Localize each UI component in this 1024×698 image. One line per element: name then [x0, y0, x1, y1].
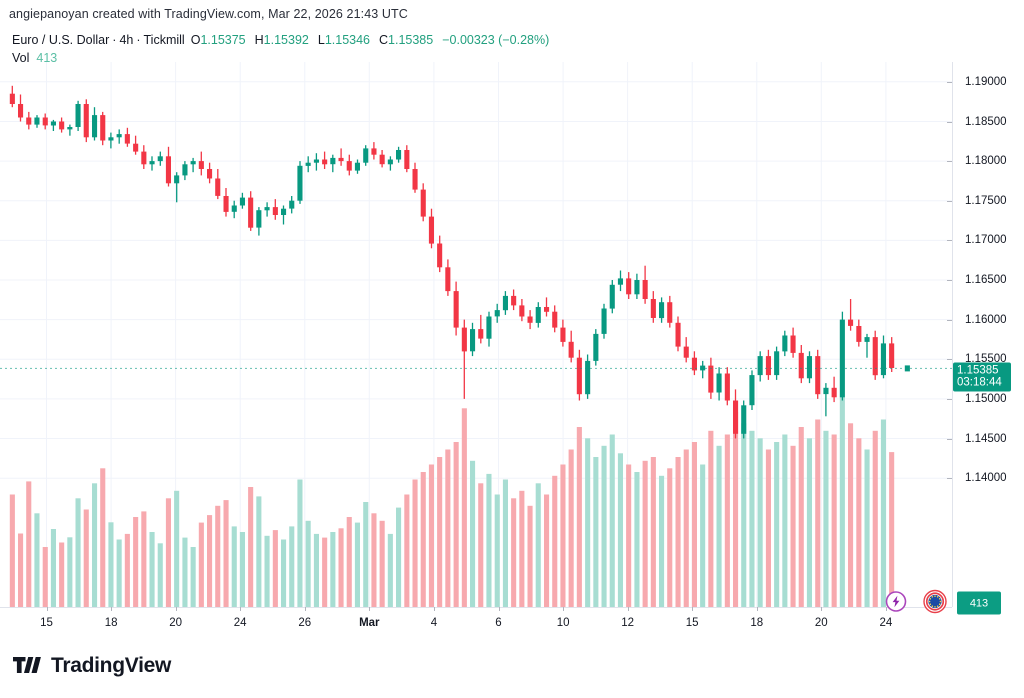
ohlc-close-key: C	[379, 33, 389, 47]
ohlc-close: C1.15385	[379, 32, 433, 49]
interval-label[interactable]: 4h	[119, 33, 134, 47]
ohlc-open-key: O	[190, 33, 201, 47]
price-tick	[947, 200, 952, 202]
time-tick	[175, 607, 177, 611]
current-price-value: 1.15385	[957, 364, 999, 377]
ohlc-group: O1.15375 H1.15392 L1.15346 C1.15385 −0.0…	[191, 32, 550, 49]
exchange-label[interactable]: Tickmill	[143, 33, 185, 47]
time-tick	[627, 607, 629, 611]
time-axis-label: 15	[685, 617, 699, 629]
time-axis-label: 6	[495, 617, 502, 629]
ohlc-high: H1.15392	[255, 32, 309, 49]
price-tick	[947, 359, 952, 361]
price-tick	[947, 438, 952, 440]
time-tick	[498, 607, 500, 611]
time-tick	[821, 607, 823, 611]
time-tick	[46, 607, 48, 611]
time-axis-label: 18	[104, 617, 118, 629]
lightning-bolt-icon[interactable]	[885, 591, 907, 618]
time-tick	[756, 607, 758, 611]
price-tick	[947, 319, 952, 321]
price-axis-label: 1.18000	[965, 155, 1007, 168]
bar-countdown: 03:18:44	[957, 376, 1002, 389]
ohlc-low: L1.15346	[318, 32, 370, 49]
time-tick	[304, 607, 306, 611]
time-axis-label: 15	[40, 617, 53, 629]
time-axis-label: 26	[298, 617, 312, 629]
ohlc-high-value: 1.15392	[263, 33, 309, 47]
time-axis-label: 24	[233, 617, 247, 629]
price-tick	[947, 161, 952, 163]
time-axis-label: 10	[556, 617, 570, 629]
ohlc-high-key: H	[254, 33, 264, 47]
chart-legend: Euro / U.S. Dollar · 4h · Tickmill O1.15…	[12, 32, 549, 67]
time-axis-label: Mar	[359, 617, 380, 629]
time-axis-label: 4	[430, 617, 438, 629]
time-tick	[111, 607, 113, 611]
ohlc-open: O1.15375	[191, 32, 246, 49]
eu-flag-icon[interactable]	[923, 589, 947, 619]
price-axis-label: 1.17000	[965, 234, 1007, 247]
watermark-attribution: angiepanoyan created with TradingView.co…	[9, 7, 408, 21]
price-axis-label: 1.15500	[965, 353, 1007, 366]
price-axis-label: 1.19000	[965, 75, 1007, 88]
volume-axis-badge[interactable]: 413	[957, 591, 1001, 615]
time-tick	[433, 607, 435, 611]
price-tick	[947, 121, 952, 123]
chart-gridlines	[0, 62, 952, 607]
symbol-title[interactable]: Euro / U.S. Dollar	[12, 33, 110, 47]
price-axis-label: 1.18500	[965, 115, 1007, 128]
time-axis-label: 24	[879, 617, 893, 629]
time-axis-label: 12	[621, 617, 634, 629]
time-axis-label: 18	[750, 617, 764, 629]
legend-separator-2: ·	[136, 33, 141, 47]
chart-plot-area[interactable]	[0, 62, 952, 607]
time-tick	[885, 607, 887, 611]
tradingview-footer-logo[interactable]: TradingView	[13, 655, 171, 676]
volume-label[interactable]: Vol	[12, 51, 30, 65]
price-change: −0.00323 (−0.28%)	[442, 33, 550, 47]
ohlc-close-value: 1.15385	[388, 33, 434, 47]
candlestick-series	[0, 85, 952, 607]
price-axis-label: 1.14500	[965, 432, 1007, 445]
time-axis[interactable]: 15 18 20 24 26 Mar 4 6 10 12 15 18 20 24	[0, 607, 952, 637]
price-axis-label: 1.14000	[965, 472, 1007, 485]
time-tick	[240, 607, 242, 611]
ohlc-open-value: 1.15375	[200, 33, 246, 47]
legend-volume-row: Vol 413	[12, 50, 549, 67]
legend-separator-1: ·	[112, 33, 117, 47]
volume-value: 413	[36, 51, 58, 65]
price-axis-label: 1.15000	[965, 392, 1007, 405]
legend-primary-row: Euro / U.S. Dollar · 4h · Tickmill O1.15…	[12, 32, 549, 49]
price-axis-label: 1.16000	[965, 313, 1007, 326]
price-axis-label: 1.16500	[965, 274, 1007, 286]
price-tick	[947, 478, 952, 480]
ohlc-low-value: 1.15346	[324, 33, 370, 47]
volume-axis-badge-value: 413	[969, 597, 989, 610]
price-axis-label: 1.17500	[965, 194, 1007, 207]
time-axis-label: 20	[814, 617, 828, 629]
time-tick	[369, 607, 371, 611]
price-axis[interactable]: 1.19000 1.18500 1.18000 1.17500 1.17000 1.165…	[947, 62, 1024, 615]
price-tick	[947, 81, 952, 83]
time-tick	[692, 607, 694, 611]
time-axis-label: 20	[169, 617, 182, 629]
price-tick	[947, 280, 952, 281]
current-price-badge[interactable]: 1.15385 03:18:44	[953, 362, 1011, 392]
tradingview-brand-text: TradingView	[51, 654, 172, 677]
ohlc-low-key: L	[317, 33, 325, 47]
price-tick	[947, 398, 952, 400]
price-tick	[947, 240, 952, 242]
time-tick	[563, 607, 565, 611]
tradingview-logo-mark	[13, 657, 41, 673]
